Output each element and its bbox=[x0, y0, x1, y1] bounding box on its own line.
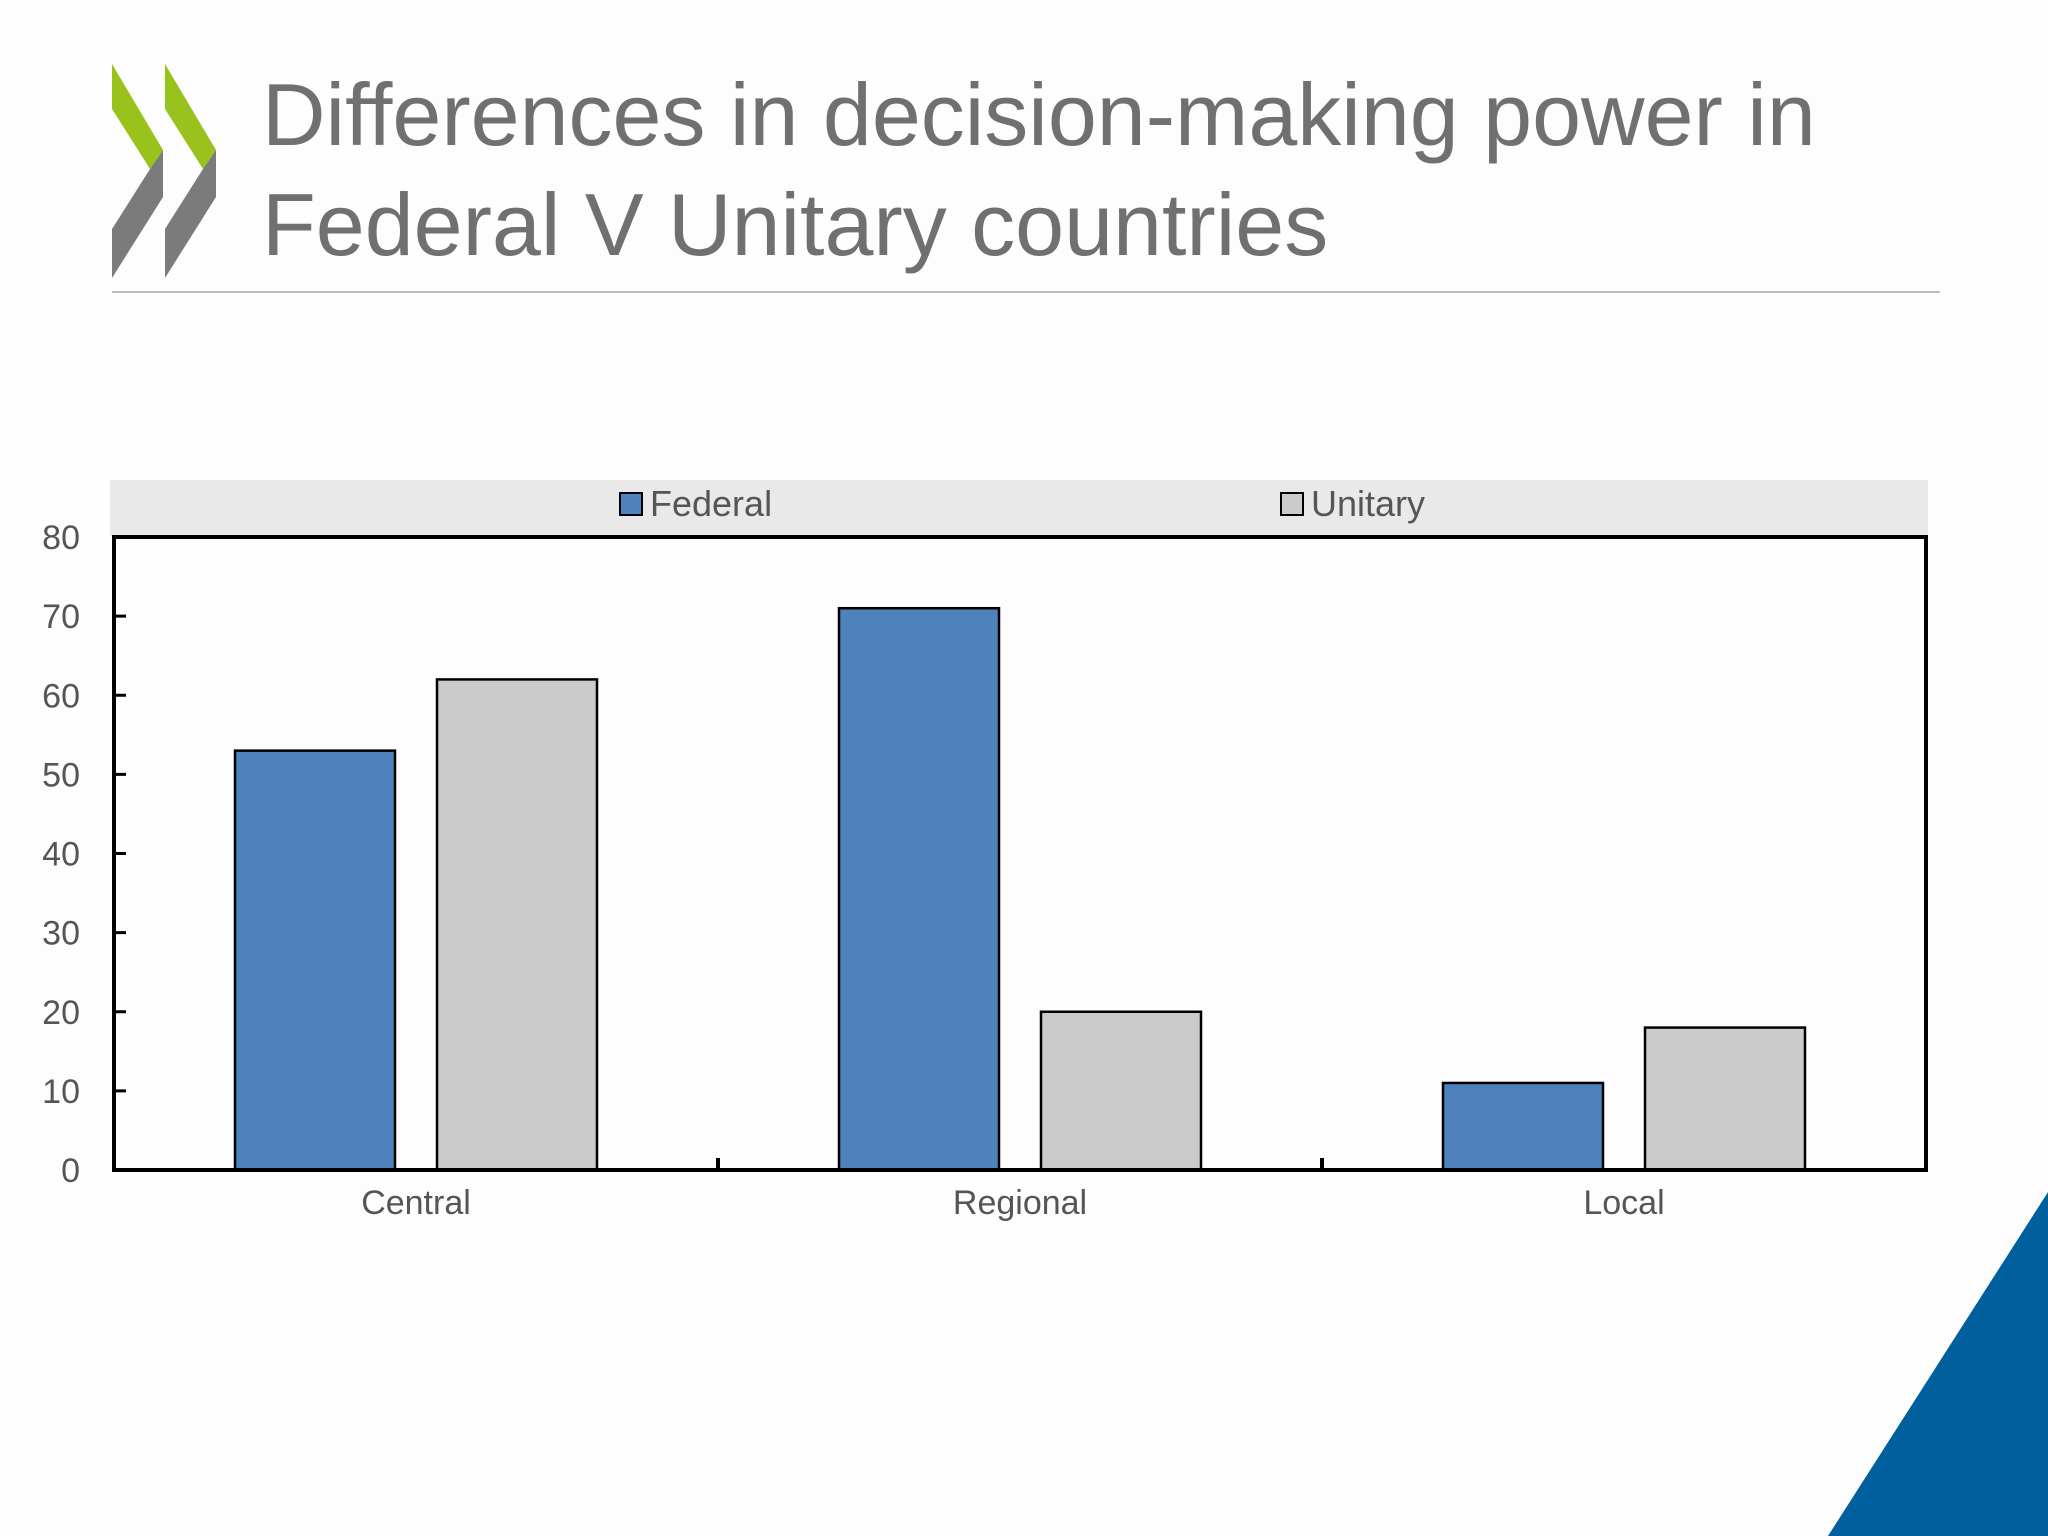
legend-swatch-unitary bbox=[1280, 492, 1304, 516]
slide-title: Differences in decision-making power in … bbox=[262, 65, 1816, 274]
plot-area-frame bbox=[112, 535, 1928, 1172]
legend-swatch-federal bbox=[619, 492, 643, 516]
y-tick-label: 20 bbox=[42, 994, 80, 1032]
legend-band bbox=[110, 480, 1928, 536]
bar-unitary-regional bbox=[1039, 1010, 1203, 1172]
legend-label-unitary: Unitary bbox=[1311, 483, 1425, 524]
y-tick-label: 10 bbox=[42, 1073, 80, 1111]
x-axis: Central Regional Local bbox=[361, 1184, 1664, 1222]
x-category-label: Regional bbox=[953, 1184, 1087, 1222]
bar-federal-central bbox=[233, 749, 397, 1172]
x-category-label: Central bbox=[361, 1184, 471, 1222]
oecd-chevrons-icon bbox=[112, 64, 216, 278]
bar-unitary-local bbox=[1643, 1026, 1807, 1172]
y-tick-label: 30 bbox=[42, 915, 80, 953]
bars bbox=[233, 606, 1807, 1172]
corner-triangle-icon bbox=[1828, 1192, 2048, 1536]
legend: Federal Unitary bbox=[619, 483, 1425, 524]
bar-unitary-central bbox=[435, 678, 599, 1172]
y-tick-label: 0 bbox=[61, 1152, 80, 1190]
bar-federal-local bbox=[1441, 1081, 1605, 1172]
y-tick-label: 60 bbox=[42, 677, 80, 715]
y-tick-label: 40 bbox=[42, 836, 80, 874]
title-divider bbox=[112, 291, 1940, 293]
x-axis-ticks bbox=[716, 1158, 1324, 1170]
x-category-label: Local bbox=[1583, 1184, 1664, 1222]
y-tick-label: 50 bbox=[42, 756, 80, 794]
y-tick-label: 80 bbox=[42, 519, 80, 557]
y-tick-label: 70 bbox=[42, 598, 80, 636]
bar-federal-regional bbox=[837, 606, 1001, 1172]
legend-label-federal: Federal bbox=[650, 483, 772, 524]
